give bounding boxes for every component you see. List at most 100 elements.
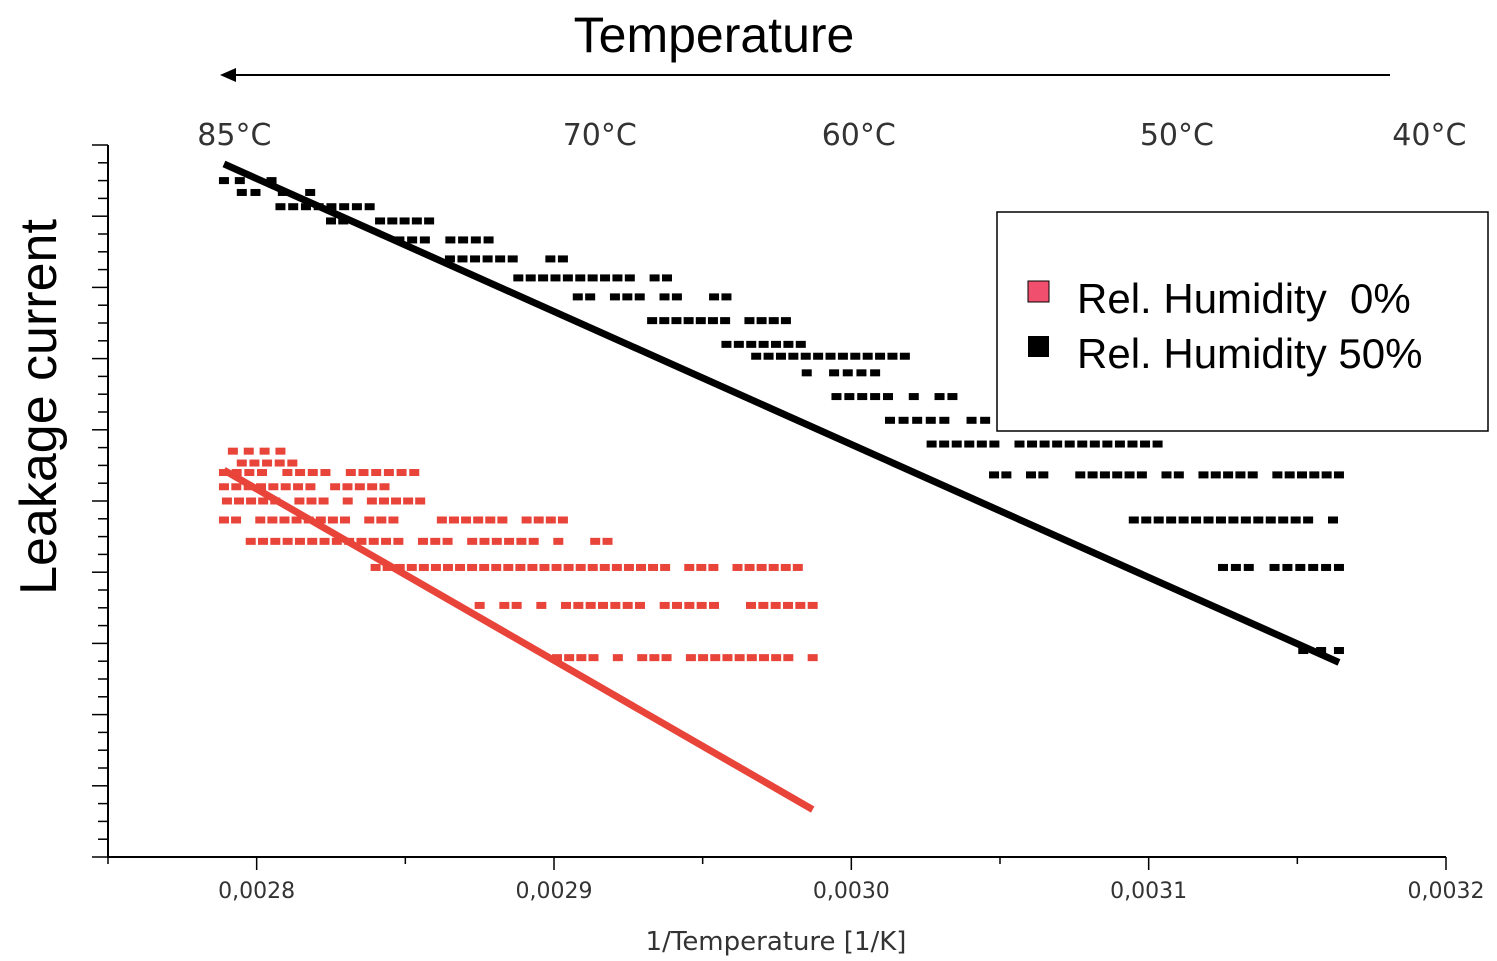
- data-point: [1141, 516, 1152, 524]
- data-point: [1064, 440, 1075, 448]
- data-point: [393, 537, 404, 545]
- data-point: [287, 459, 298, 467]
- x-tick-label: 0,0031: [1110, 879, 1187, 904]
- data-point: [236, 459, 247, 467]
- data-point: [758, 340, 769, 348]
- data-point: [976, 440, 987, 448]
- data-point: [545, 516, 556, 524]
- data-point: [442, 563, 453, 571]
- data-point: [250, 188, 261, 196]
- data-point: [1333, 471, 1344, 479]
- data-point: [339, 203, 350, 211]
- data-point: [499, 601, 510, 609]
- data-point: [1223, 471, 1234, 479]
- data-point: [387, 217, 398, 225]
- data-point: [637, 654, 648, 662]
- data-point: [257, 469, 268, 477]
- data-point: [780, 317, 791, 325]
- data-point: [246, 497, 257, 505]
- data-point: [683, 317, 694, 325]
- data-point: [234, 177, 245, 185]
- data-point: [709, 293, 720, 301]
- data-point: [611, 563, 622, 571]
- data-point: [744, 317, 755, 325]
- data-point: [585, 293, 596, 301]
- data-point: [707, 317, 718, 325]
- data-point: [600, 274, 611, 282]
- data-point: [258, 497, 269, 505]
- data-point: [564, 654, 575, 662]
- data-point: [1099, 471, 1110, 479]
- data-point: [1295, 563, 1306, 571]
- data-point: [939, 416, 950, 424]
- top-temperature-label: 70°C: [563, 118, 637, 153]
- data-point: [266, 177, 277, 185]
- x-tick-label: 0,0029: [516, 879, 593, 904]
- data-point: [1328, 516, 1339, 524]
- data-point: [391, 497, 402, 505]
- data-point: [327, 516, 338, 524]
- data-point: [708, 563, 719, 571]
- x-axis-label: 1/Temperature [1/K]: [646, 927, 907, 957]
- legend-box: [996, 211, 1489, 432]
- data-point: [722, 654, 733, 662]
- data-point: [696, 601, 707, 609]
- legend-swatch-humidity-50: [1028, 336, 1049, 357]
- data-point: [300, 203, 311, 211]
- data-point: [590, 537, 601, 545]
- data-point: [813, 352, 824, 360]
- data-point: [709, 601, 720, 609]
- data-point: [771, 654, 782, 662]
- x-tick-label: 0,0030: [813, 879, 890, 904]
- data-point: [947, 393, 958, 401]
- data-point: [403, 497, 414, 505]
- data-point: [622, 293, 633, 301]
- data-point: [515, 563, 526, 571]
- data-point: [315, 516, 326, 524]
- top-tick-labels: 85°C 70°C 60°C 50°C 40°C: [197, 118, 1466, 153]
- data-point: [291, 516, 302, 524]
- data-point: [661, 274, 672, 282]
- data-point: [351, 203, 362, 211]
- plot-area: [218, 160, 1344, 813]
- data-point: [634, 293, 645, 301]
- data-point: [1102, 440, 1113, 448]
- data-point: [576, 654, 587, 662]
- data-point: [1153, 516, 1164, 524]
- data-point: [1303, 516, 1314, 524]
- data-point: [295, 469, 306, 477]
- data-point: [470, 255, 481, 263]
- data-point: [528, 537, 539, 545]
- data-point: [951, 440, 962, 448]
- data-point: [775, 352, 786, 360]
- data-point: [934, 393, 945, 401]
- data-point: [1298, 647, 1309, 655]
- data-point: [1278, 516, 1289, 524]
- data-point: [733, 340, 744, 348]
- data-point: [647, 317, 658, 325]
- data-point: [436, 516, 447, 524]
- data-point: [442, 537, 453, 545]
- data-point: [368, 537, 379, 545]
- data-point: [783, 601, 794, 609]
- data-point: [1228, 516, 1239, 524]
- data-point: [367, 483, 378, 491]
- data-point: [409, 469, 420, 477]
- data-point: [411, 217, 422, 225]
- data-point: [989, 471, 1000, 479]
- data-point: [1114, 440, 1125, 448]
- data-point: [1230, 563, 1241, 571]
- data-point: [279, 516, 290, 524]
- data-point: [1321, 563, 1332, 571]
- data-point: [1136, 471, 1147, 479]
- data-point: [407, 236, 418, 244]
- data-point: [231, 469, 242, 477]
- data-point: [671, 293, 682, 301]
- data-point: [1235, 471, 1246, 479]
- x-tick-label: 0,0028: [218, 879, 295, 904]
- x-tick-labels: 0,0028 0,0029 0,0030 0,0031 0,0032: [218, 879, 1484, 904]
- data-point: [966, 416, 977, 424]
- data-point: [461, 516, 472, 524]
- data-point: [383, 469, 394, 477]
- data-point: [497, 516, 508, 524]
